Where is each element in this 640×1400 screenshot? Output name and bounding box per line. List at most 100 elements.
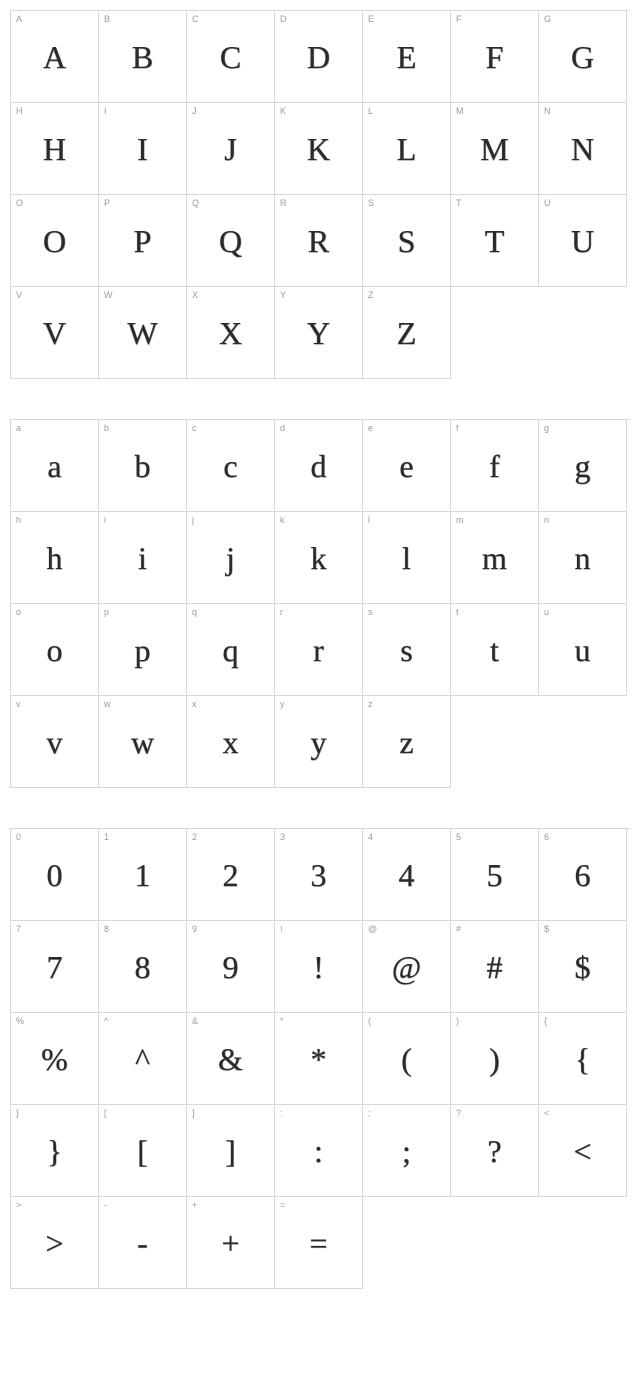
cell-label: ^ [104, 1016, 108, 1026]
cell-label: w [104, 699, 111, 709]
cell-label: & [192, 1016, 198, 1026]
glyph-cell: 33 [275, 829, 363, 921]
cell-glyph: T [485, 223, 505, 260]
cell-glyph: z [399, 724, 413, 761]
glyph-cell: TT [451, 195, 539, 287]
empty-cell [539, 696, 627, 788]
cell-glyph: < [573, 1133, 591, 1170]
cell-label: [ [104, 1108, 107, 1118]
glyph-cell: ## [451, 921, 539, 1013]
cell-glyph: J [224, 131, 236, 168]
glyph-cell: yy [275, 696, 363, 788]
glyph-cell: ++ [187, 1197, 275, 1289]
cell-glyph: ( [401, 1041, 412, 1078]
glyph-cell: $$ [539, 921, 627, 1013]
cell-glyph: B [132, 39, 153, 76]
cell-label: C [192, 14, 199, 24]
cell-glyph: * [311, 1041, 327, 1078]
glyph-cell: :: [275, 1105, 363, 1197]
cell-glyph: X [219, 315, 242, 352]
cell-glyph: m [482, 540, 507, 577]
cell-label: H [16, 106, 23, 116]
glyph-cell: 11 [99, 829, 187, 921]
cell-label: b [104, 423, 109, 433]
glyph-cell: uu [539, 604, 627, 696]
cell-label: 7 [16, 924, 21, 934]
cell-label: F [456, 14, 462, 24]
cell-label: Z [368, 290, 374, 300]
cell-label: 1 [104, 832, 109, 842]
cell-label: @ [368, 924, 377, 934]
glyph-cell: kk [275, 512, 363, 604]
cell-label: E [368, 14, 374, 24]
cell-glyph: u [575, 632, 591, 669]
glyph-cell: ll [363, 512, 451, 604]
cell-glyph: l [402, 540, 411, 577]
cell-glyph: C [220, 39, 241, 76]
cell-label: # [456, 924, 461, 934]
cell-glyph: t [490, 632, 499, 669]
cell-label: 6 [544, 832, 549, 842]
glyph-cell: EE [363, 11, 451, 103]
glyph-cell: aa [11, 420, 99, 512]
glyph-cell: ii [99, 512, 187, 604]
cell-label: W [104, 290, 113, 300]
glyph-cell: DD [275, 11, 363, 103]
cell-glyph: E [397, 39, 417, 76]
cell-label: j [192, 515, 194, 525]
glyph-cell: pp [99, 604, 187, 696]
glyph-cell: mm [451, 512, 539, 604]
glyph-cell: [[ [99, 1105, 187, 1197]
cell-label: R [280, 198, 287, 208]
cell-glyph: ! [313, 949, 324, 986]
glyph-cell: hh [11, 512, 99, 604]
cell-label: e [368, 423, 373, 433]
glyph-cell: ss [363, 604, 451, 696]
cell-glyph: W [127, 315, 157, 352]
glyph-cell: )) [451, 1013, 539, 1105]
glyph-cell: WW [99, 287, 187, 379]
glyph-cell: 55 [451, 829, 539, 921]
cell-label: B [104, 14, 110, 24]
cell-label: i [104, 515, 106, 525]
cell-label: r [280, 607, 283, 617]
cell-glyph: O [43, 223, 66, 260]
glyph-cell: QQ [187, 195, 275, 287]
glyph-cell: NN [539, 103, 627, 195]
glyph-grid: AABBCCDDEEFFGGHHIIJJKKLLMMNNOOPPQQRRSSTT… [10, 10, 630, 379]
cell-glyph: h [47, 540, 63, 577]
cell-label: 3 [280, 832, 285, 842]
cell-label: N [544, 106, 551, 116]
glyph-cell: == [275, 1197, 363, 1289]
cell-label: d [280, 423, 285, 433]
glyph-cell: XX [187, 287, 275, 379]
cell-glyph: p [135, 632, 151, 669]
empty-cell [363, 1197, 451, 1289]
cell-label: : [280, 1108, 283, 1118]
empty-cell [539, 1197, 627, 1289]
glyph-cell: 77 [11, 921, 99, 1013]
glyph-cell: AA [11, 11, 99, 103]
font-character-map: AABBCCDDEEFFGGHHIIJJKKLLMMNNOOPPQQRRSSTT… [10, 10, 630, 1289]
glyph-cell: BB [99, 11, 187, 103]
cell-glyph: k [311, 540, 327, 577]
glyph-cell: PP [99, 195, 187, 287]
cell-label: S [368, 198, 374, 208]
cell-glyph: N [571, 131, 594, 168]
cell-glyph: d [311, 448, 327, 485]
glyph-cell: GG [539, 11, 627, 103]
glyph-cell: oo [11, 604, 99, 696]
cell-label: * [280, 1016, 284, 1026]
cell-glyph: - [137, 1225, 148, 1262]
cell-label: c [192, 423, 197, 433]
empty-cell [451, 696, 539, 788]
glyph-cell: RR [275, 195, 363, 287]
glyph-cell: && [187, 1013, 275, 1105]
glyph-cell: rr [275, 604, 363, 696]
glyph-cell: gg [539, 420, 627, 512]
cell-glyph: ] [225, 1133, 236, 1170]
glyph-cell: xx [187, 696, 275, 788]
glyph-cell: bb [99, 420, 187, 512]
cell-glyph: + [221, 1225, 239, 1262]
glyph-cell: HH [11, 103, 99, 195]
